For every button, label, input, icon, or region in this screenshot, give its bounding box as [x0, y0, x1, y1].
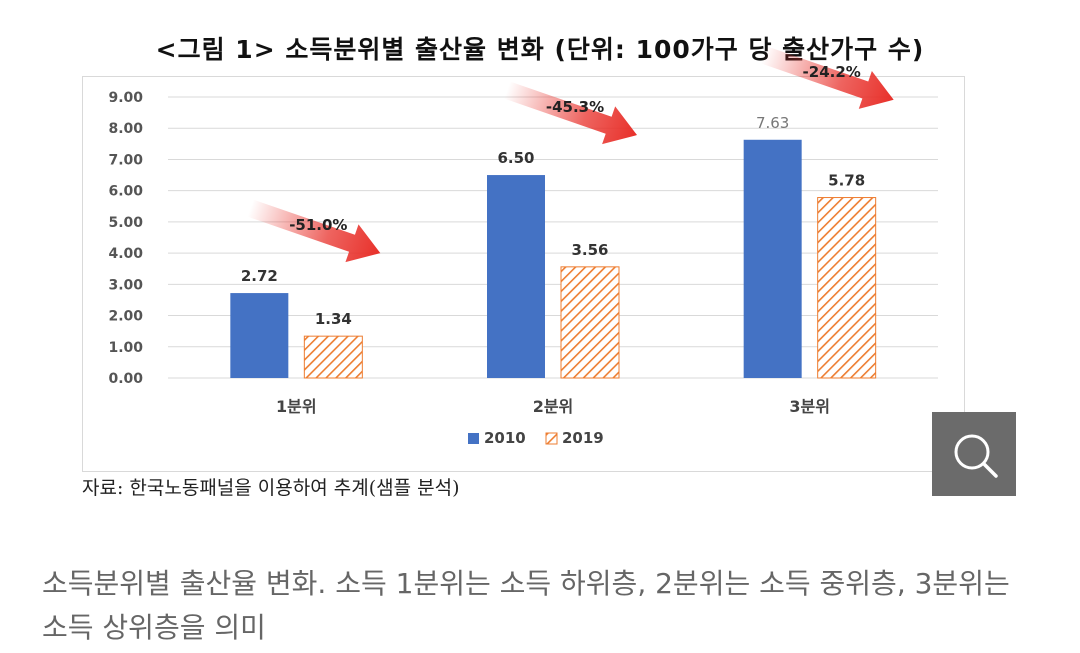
- x-tick-label: 3분위: [789, 397, 830, 416]
- arrow-shape: [760, 46, 894, 109]
- y-tick-label: 3.00: [108, 277, 143, 293]
- chart-figure: <그림 1> 소득분위별 출산율 변화 (단위: 100가구 당 출산가구 수)…: [82, 35, 1016, 499]
- x-tick-label: 1분위: [276, 397, 317, 416]
- y-tick-label: 2.00: [108, 309, 143, 325]
- bar-chart: 0.00 1.00 2.00 3.00 4.00 5.00 6.00 7.00 8.00 9.00…: [82, 46, 965, 472]
- y-tick-label: 9.00: [108, 90, 143, 106]
- legend-swatch-2010: [468, 433, 479, 444]
- y-tick-label: 0.00: [108, 371, 143, 387]
- change-annotation: -24.2%: [803, 63, 861, 81]
- legend-label: 2010: [484, 429, 526, 447]
- bar-2010: [487, 175, 545, 378]
- y-tick-label: 4.00: [108, 246, 143, 262]
- bar-2019: [560, 266, 620, 379]
- source-note: 자료: 한국노동패널을 이용하여 추계(샘플 분석): [82, 477, 460, 499]
- bar-2010: [743, 139, 802, 378]
- data-label: 7.63: [756, 114, 789, 132]
- change-annotation: -51.0%: [289, 216, 347, 234]
- data-label: 6.50: [497, 149, 534, 167]
- y-tick-label: 8.00: [108, 121, 143, 137]
- data-label: 3.56: [571, 241, 608, 259]
- y-tick-label: 7.00: [108, 152, 143, 168]
- y-tick-label: 5.00: [108, 215, 143, 231]
- legend-label: 2019: [562, 429, 604, 447]
- zoom-button[interactable]: [932, 412, 1016, 496]
- arrow-shape: [247, 199, 381, 263]
- image-caption: 소득분위별 출산율 변화. 소득 1분위는 소득 하위층, 2분위는 소득 중위…: [42, 567, 1010, 644]
- change-annotation: -45.3%: [546, 98, 604, 116]
- decline-arrow: [247, 199, 381, 263]
- x-tick-label: 2분위: [533, 397, 574, 416]
- bar-2019: [303, 335, 363, 379]
- decline-arrow: [760, 46, 894, 109]
- data-label: 2.72: [241, 267, 278, 285]
- magnifier-icon: [954, 434, 998, 478]
- y-tick-label: 1.00: [108, 340, 143, 356]
- decline-arrow: [504, 81, 637, 145]
- bar-2019: [817, 197, 877, 379]
- legend-swatch-2019: [545, 432, 558, 445]
- bar-2010: [230, 293, 289, 378]
- data-label: 5.78: [828, 172, 865, 190]
- data-label: 1.34: [315, 310, 352, 328]
- y-tick-label: 6.00: [108, 184, 143, 200]
- arrow-shape: [504, 81, 637, 145]
